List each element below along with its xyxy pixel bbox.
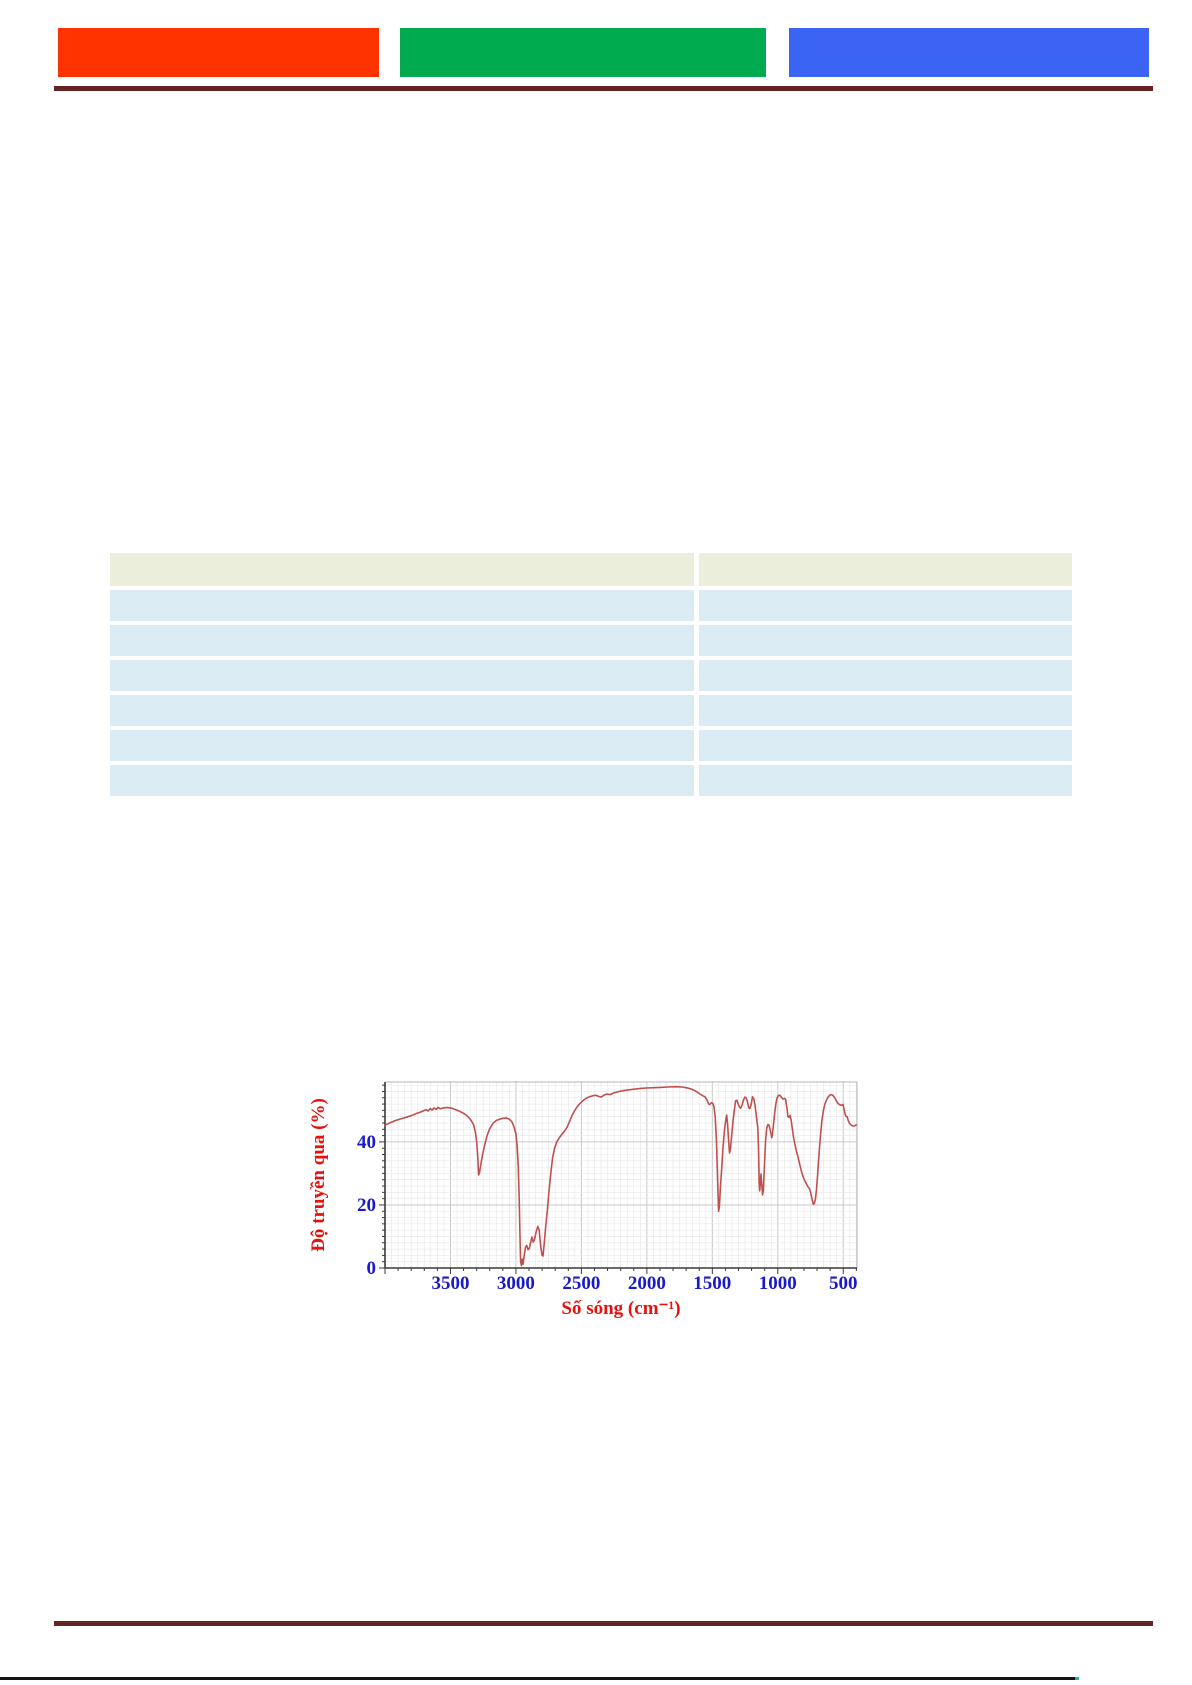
table-cell <box>699 730 1072 761</box>
x-tick-label: 3500 <box>432 1273 470 1294</box>
table-row <box>110 730 1072 761</box>
table-cell <box>110 553 694 586</box>
table-cell <box>699 765 1072 796</box>
table-cell <box>110 695 694 726</box>
y-tick-label: 40 <box>357 1132 376 1153</box>
header-green-bar <box>400 28 766 77</box>
table-cell <box>699 625 1072 656</box>
table-cell <box>699 695 1072 726</box>
y-tick-label: 0 <box>367 1258 377 1279</box>
table-cell <box>110 765 694 796</box>
page-bottom-line <box>0 1677 1075 1680</box>
table-cell <box>699 660 1072 691</box>
table-row <box>110 695 1072 726</box>
table-cell <box>110 660 694 691</box>
table-row <box>110 625 1072 656</box>
table-row <box>110 660 1072 691</box>
ir-spectrum-svg: 3500 3000 2500 2000 1500 1000 500 0 20 40 Số sóng … <box>308 1081 858 1319</box>
x-axis-title: Số sóng (cm⁻¹) <box>561 1298 680 1319</box>
table-row <box>110 765 1072 796</box>
page-bottom-line-accent <box>1075 1677 1079 1680</box>
y-tick-label: 20 <box>357 1195 376 1216</box>
table-cell <box>110 625 694 656</box>
x-tick-label: 2500 <box>562 1273 600 1294</box>
data-table <box>110 553 1072 800</box>
x-tick-label: 1500 <box>693 1273 731 1294</box>
bottom-horizontal-rule <box>54 1621 1153 1626</box>
header-red-bar <box>58 28 379 77</box>
table-cell <box>699 553 1072 586</box>
top-horizontal-rule <box>54 86 1153 91</box>
table-cell <box>110 730 694 761</box>
table-cell <box>699 590 1072 621</box>
x-tick-label: 3000 <box>497 1273 535 1294</box>
header-blue-bar <box>789 28 1149 77</box>
x-tick-label: 500 <box>829 1273 858 1294</box>
table-row <box>110 590 1072 621</box>
x-tick-label: 2000 <box>628 1273 666 1294</box>
ir-spectrum-chart: 3500 3000 2500 2000 1500 1000 500 0 20 40 Số sóng … <box>308 1074 870 1324</box>
table-cell <box>110 590 694 621</box>
table-header-row <box>110 553 1072 586</box>
spectrum-curve <box>384 1085 858 1267</box>
y-axis-title: Độ truyền qua (%) <box>310 1098 329 1252</box>
x-tick-label: 1000 <box>759 1273 797 1294</box>
